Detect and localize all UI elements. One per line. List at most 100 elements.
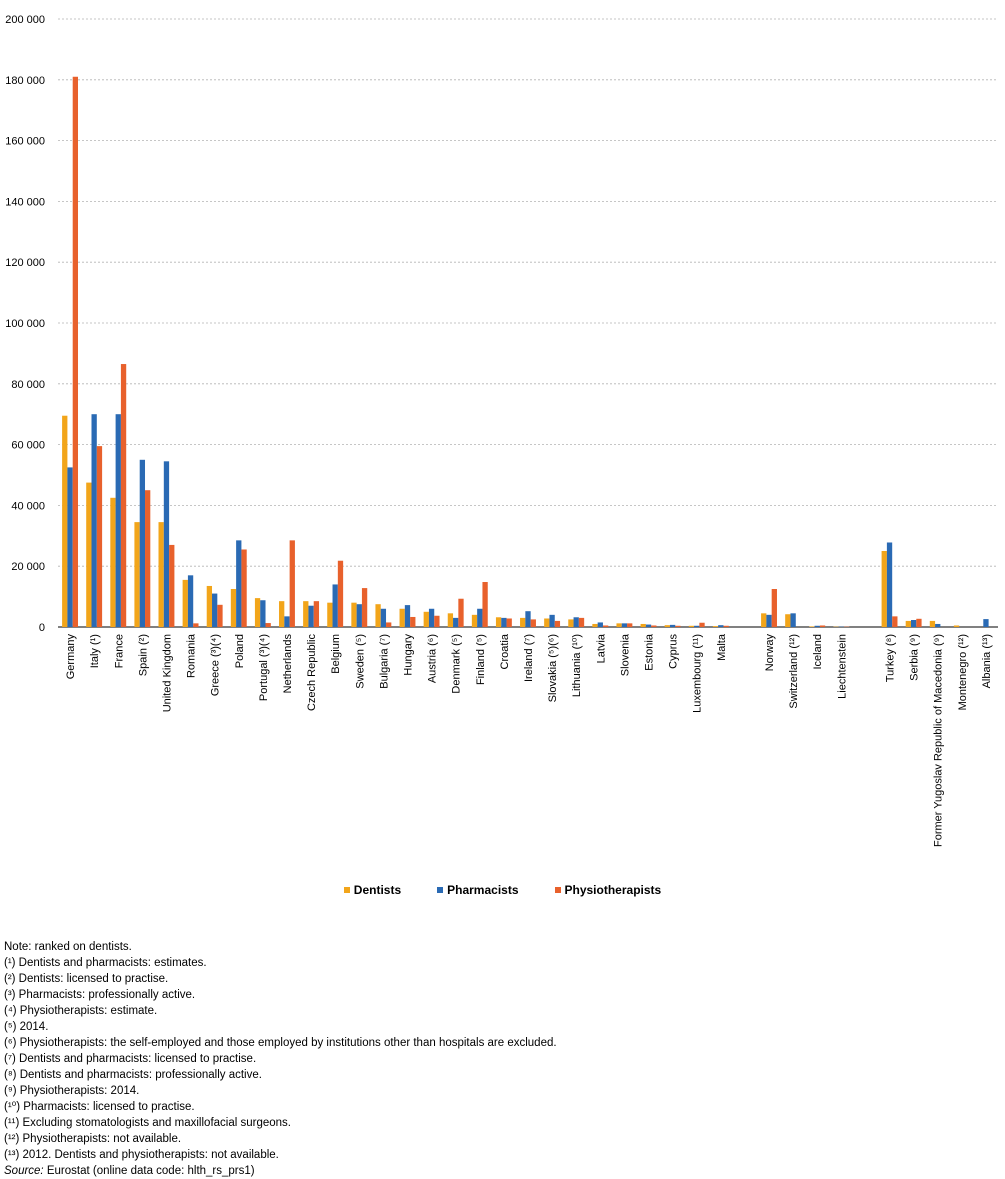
y-tick-label: 20 000 [11,561,45,573]
y-tick-label: 60 000 [11,440,45,452]
legend-label-dentists: Dentists [354,883,401,897]
bar-physiotherapists-24 [651,625,656,627]
bar-physiotherapists-0 [73,77,78,627]
bar-physiotherapists-35 [916,619,921,627]
bar-dentists-34 [882,551,887,627]
x-tick-label: Portugal (³)(⁴) [258,634,270,701]
bar-dentists-16 [448,613,453,627]
y-tick-label: 100 000 [5,318,45,330]
bar-physiotherapists-4 [169,545,174,627]
x-tick-label: Hungary [402,634,414,676]
bar-dentists-9 [279,601,284,627]
legend-swatch-physiotherapists [555,887,561,893]
legend-item-pharmacists: Pharmacists [437,883,518,897]
bar-dentists-4 [159,522,164,627]
bar-dentists-22 [592,624,597,627]
source-line: Source: Eurostat (online data code: hlth… [4,1163,557,1179]
bar-dentists-7 [231,589,236,627]
x-tick-label: Ireland (⁷) [523,634,535,682]
bar-physiotherapists-10 [314,601,319,627]
note-line: (⁹) Physiotherapists: 2014. [4,1083,557,1099]
note-line: Note: ranked on dentists. [4,939,557,955]
bar-dentists-5 [183,580,188,627]
footnotes: Note: ranked on dentists. (¹) Dentists a… [4,939,557,1179]
source-label: Source: [4,1165,44,1177]
bar-pharmacists-7 [236,540,241,627]
legend-label-pharmacists: Pharmacists [447,883,518,897]
x-tick-label: Latvia [595,633,607,663]
x-tick-label: Switzerland (¹²) [788,634,800,709]
bar-pharmacists-3 [140,460,145,627]
bar-dentists-24 [641,624,646,627]
bar-dentists-37 [954,625,959,627]
x-tick-label: Sweden (⁵) [354,634,366,689]
note-line: (²) Dentists: licensed to practise. [4,971,557,987]
y-tick-label: 120 000 [5,257,45,269]
bar-physiotherapists-9 [290,540,295,627]
bar-dentists-30 [785,614,790,627]
bar-dentists-17 [472,615,477,627]
bar-pharmacists-35 [911,620,916,627]
bar-pharmacists-1 [92,414,97,627]
bar-dentists-1 [86,483,91,627]
legend-swatch-dentists [344,887,350,893]
bar-physiotherapists-13 [386,622,391,627]
chart-legend: Dentists Pharmacists Physiotherapists [0,883,1005,897]
x-tick-label: Greece (³)(⁴) [210,634,222,696]
bar-dentists-27 [713,626,718,627]
y-tick-label: 0 [39,622,45,634]
bar-pharmacists-14 [405,605,410,627]
note-line: (⁸) Dentists and pharmacists: profession… [4,1067,557,1083]
bar-dentists-13 [375,604,380,627]
bar-dentists-29 [761,613,766,627]
x-tick-label: Serbia (⁹) [909,634,921,681]
y-tick-label: 40 000 [11,500,45,512]
legend-item-physiotherapists: Physiotherapists [555,883,662,897]
bar-dentists-18 [496,617,501,627]
note-line: (³) Pharmacists: professionally active. [4,987,557,1003]
bar-pharmacists-21 [574,617,579,627]
bar-pharmacists-2 [116,414,121,627]
bar-chart: 0 20 000 40 000 60 000 80 000 100 000 120 000 1… [0,0,1005,880]
bar-dentists-15 [424,612,429,627]
bar-physiotherapists-16 [458,599,463,627]
bar-dentists-21 [568,619,573,627]
x-tick-label: Cyprus [668,634,680,669]
x-tick-label: Spain (²) [137,634,149,676]
x-tick-label: Denmark (⁵) [451,634,463,694]
bar-physiotherapists-31 [820,625,825,627]
bar-dentists-20 [544,618,549,627]
bar-pharmacists-24 [646,625,651,627]
note-line: (¹³) 2012. Dentists and physiotherapists… [4,1147,557,1163]
bar-physiotherapists-20 [555,621,560,627]
bar-pharmacists-34 [887,542,892,627]
x-tick-label: Austria (⁶) [427,634,439,683]
bar-dentists-3 [134,522,139,627]
x-tick-label: Luxembourg (¹¹) [692,634,704,713]
bar-pharmacists-8 [260,600,265,627]
x-tick-label: Liechtenstein [836,634,848,699]
y-tick-label: 80 000 [11,379,45,391]
bar-physiotherapists-19 [531,619,536,627]
bar-pharmacists-22 [598,622,603,627]
x-tick-label: United Kingdom [161,634,173,712]
y-tick-label: 140 000 [5,196,45,208]
bar-dentists-2 [110,498,115,627]
x-tick-label: Estonia [644,633,656,671]
bar-physiotherapists-34 [892,616,897,627]
bar-dentists-14 [400,609,405,627]
x-tick-label: Albania (¹³) [981,634,993,688]
bar-dentists-26 [689,626,694,627]
x-tick-label: Slovenia [619,633,631,676]
x-tick-label: Netherlands [282,634,294,694]
bar-dentists-35 [906,621,911,627]
note-line: (¹¹) Excluding stomatologists and maxill… [4,1115,557,1131]
bar-pharmacists-18 [501,618,506,627]
bar-physiotherapists-25 [675,626,680,627]
bar-pharmacists-4 [164,461,169,627]
note-line: (¹⁰) Pharmacists: licensed to practise. [4,1099,557,1115]
bar-dentists-23 [616,623,621,627]
bar-pharmacists-26 [694,626,699,627]
note-line: (⁶) Physiotherapists: the self-employed … [4,1035,557,1051]
x-tick-label: Norway [764,634,776,672]
